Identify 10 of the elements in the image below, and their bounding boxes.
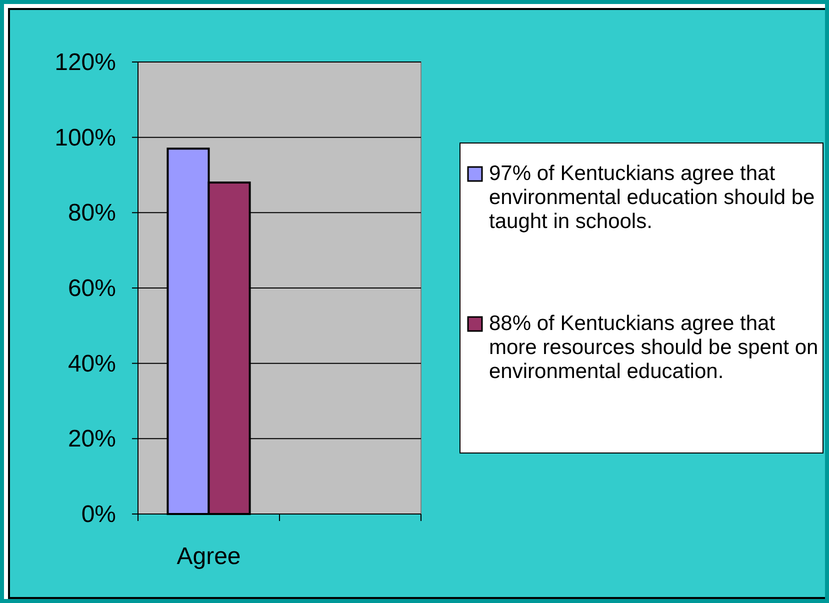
x-tick-label: Agree	[176, 543, 241, 570]
y-tick-label: 80%	[68, 200, 116, 227]
y-tick-label: 0%	[81, 501, 116, 528]
y-tick-label: 100%	[54, 124, 116, 152]
y-tick-label: 120%	[54, 49, 116, 76]
legend-label: 97% of Kentuckians agree that environmental education should be taught in schools.	[489, 162, 815, 233]
y-tick-label: 60%	[68, 275, 116, 302]
y-tick-label: 20%	[68, 426, 116, 453]
legend-label: 88% of Kentuckians agree that more resources should be spent on environmental education.	[489, 312, 818, 383]
y-tick-label: 40%	[68, 350, 116, 378]
